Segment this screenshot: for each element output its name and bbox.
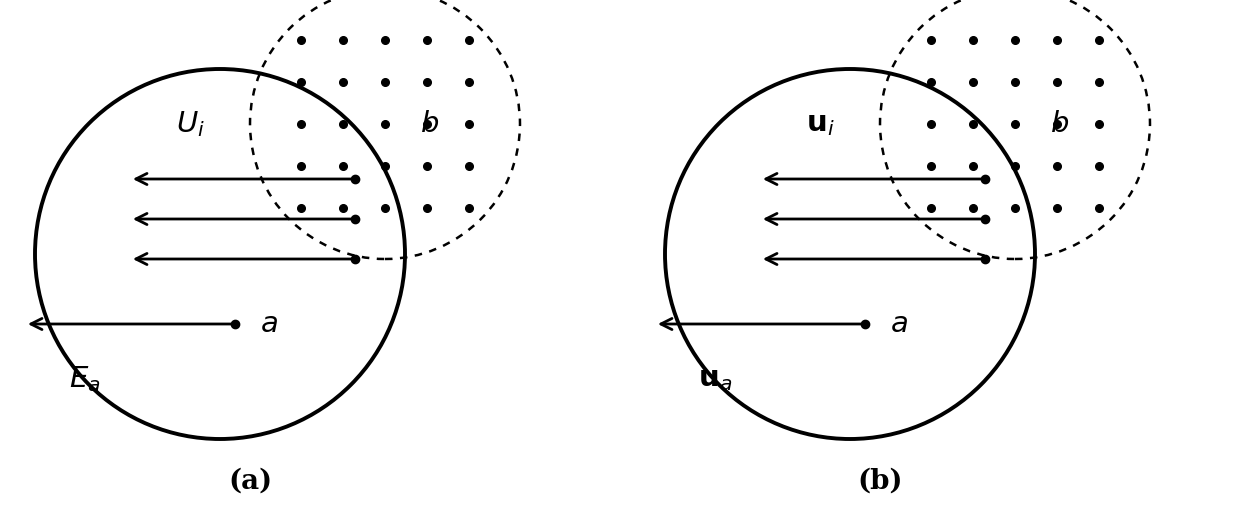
Text: $a$: $a$: [260, 310, 278, 338]
Text: $b$: $b$: [1051, 110, 1069, 138]
Text: $E_a$: $E_a$: [69, 364, 100, 394]
Circle shape: [250, 0, 520, 259]
Text: $\mathbf{u}_i$: $\mathbf{u}_i$: [805, 110, 834, 138]
Text: $\mathbf{u}_a$: $\mathbf{u}_a$: [698, 365, 732, 393]
Circle shape: [880, 0, 1150, 259]
Text: $b$: $b$: [420, 110, 440, 138]
Text: $a$: $a$: [890, 310, 908, 338]
Text: (a): (a): [228, 467, 273, 495]
Text: $\mathit{U}_i$: $\mathit{U}_i$: [176, 109, 204, 139]
Text: (b): (b): [857, 467, 903, 495]
